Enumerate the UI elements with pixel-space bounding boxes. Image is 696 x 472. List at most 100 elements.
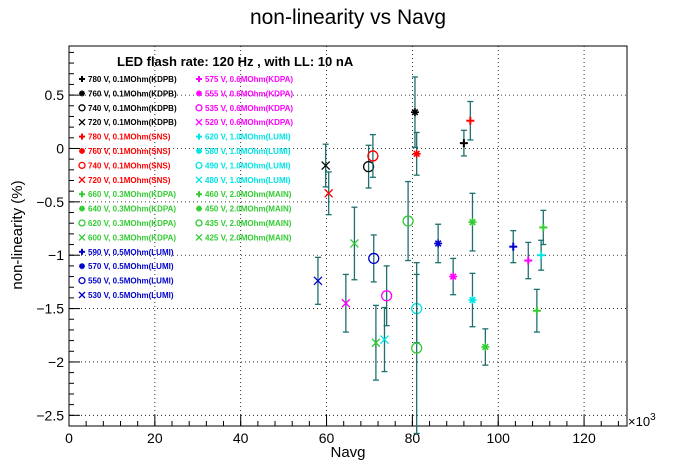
marker bbox=[78, 291, 86, 299]
y-tick-label: −1 bbox=[48, 247, 64, 263]
legend-label: 450 V, 2.0MOhm(MAIN) bbox=[205, 205, 292, 214]
legend-entry: 555 V, 0.6MOhm(KDPA) bbox=[196, 89, 293, 98]
marker bbox=[481, 343, 490, 352]
marker bbox=[509, 242, 518, 251]
legend-label: 490 V, 1.0MOhm(LUMI) bbox=[205, 161, 291, 170]
x-tick-label: 60 bbox=[319, 430, 335, 446]
marker bbox=[78, 161, 86, 170]
chart-title: non-linearity vs Navg bbox=[250, 6, 446, 29]
legend: 780 V, 0.1MOhm(KDPB) 575 V, 0.6MOhm(KDPA)… bbox=[78, 75, 293, 300]
x-tick-label: 100 bbox=[487, 430, 511, 446]
legend-label: 435 V, 2.0MOhm(MAIN) bbox=[205, 219, 292, 228]
x-axis-multiplier-base: ×10 bbox=[628, 414, 650, 429]
legend-label: 760 V, 0.1MOhm(SNS) bbox=[88, 147, 171, 156]
legend-label: 760 V, 0.1MOhm(KDPB) bbox=[88, 89, 177, 98]
legend-label: 425 V, 2.0MOhm(MAIN) bbox=[205, 233, 292, 242]
marker bbox=[79, 76, 85, 82]
data-point bbox=[539, 209, 548, 246]
y-tick-label: 0.5 bbox=[45, 87, 65, 103]
legend-entry: 760 V, 0.1MOhm(SNS) bbox=[79, 147, 171, 156]
x-tick-label: 120 bbox=[572, 430, 596, 446]
y-axis-label: non-linearity (%) bbox=[9, 180, 26, 289]
x-tick-label: 40 bbox=[233, 430, 249, 446]
marker bbox=[79, 205, 85, 212]
data-point bbox=[412, 131, 421, 176]
marker bbox=[371, 338, 381, 348]
legend-label: 640 V, 0.3MOhm(KDPA) bbox=[88, 205, 176, 214]
legend-entry: 640 V, 0.3MOhm(KDPA) bbox=[79, 205, 176, 214]
marker bbox=[411, 342, 423, 354]
annotation-text: LED flash rate: 120 Hz , with LL: 10 nA bbox=[117, 54, 354, 69]
legend-entry: 480 V, 1.0MOhm(LUMI) bbox=[195, 176, 291, 185]
data-point bbox=[481, 328, 490, 366]
marker bbox=[79, 263, 85, 270]
legend-entry: 760 V, 0.1MOhm(KDPB) bbox=[79, 89, 177, 98]
data-point bbox=[434, 223, 443, 264]
legend-entry: 620 V, 1.0MOhm(LUMI) bbox=[196, 133, 291, 142]
legend-label: 555 V, 0.6MOhm(KDPA) bbox=[205, 89, 293, 98]
legend-label: 460 V, 2.0MOhm(MAIN) bbox=[205, 190, 292, 199]
x-axis-multiplier: ×103 bbox=[628, 412, 656, 429]
legend-label: 660 V, 0.3MOhm(KDPA) bbox=[88, 190, 176, 199]
marker bbox=[459, 139, 468, 148]
data-points bbox=[313, 76, 548, 435]
marker bbox=[537, 251, 546, 260]
data-point bbox=[380, 306, 389, 373]
x-axis-label: Navg bbox=[330, 444, 365, 461]
data-point bbox=[368, 234, 380, 283]
marker bbox=[196, 205, 202, 212]
legend-entry: 435 V, 2.0MOhm(MAIN) bbox=[195, 219, 292, 228]
x-axis-multiplier-exponent: 3 bbox=[650, 412, 656, 423]
marker bbox=[195, 118, 203, 126]
marker bbox=[410, 108, 419, 117]
data-point bbox=[371, 304, 381, 381]
y-tick-label: −0.5 bbox=[36, 194, 64, 210]
marker bbox=[341, 298, 351, 308]
legend-entry: 460 V, 2.0MOhm(MAIN) bbox=[196, 190, 292, 199]
marker bbox=[196, 133, 202, 140]
marker bbox=[78, 118, 86, 126]
marker bbox=[196, 76, 202, 82]
marker bbox=[79, 133, 85, 140]
marker bbox=[195, 233, 203, 241]
y-tick-label: −2.5 bbox=[36, 407, 64, 423]
legend-entry: 660 V, 0.3MOhm(KDPA) bbox=[79, 190, 176, 199]
marker bbox=[79, 248, 85, 255]
legend-label: 535 V, 0.6MOhm(KDPA) bbox=[205, 104, 293, 113]
data-point bbox=[524, 241, 533, 280]
marker bbox=[367, 150, 379, 162]
legend-label: 530 V, 0.5MOhm(LUMI) bbox=[88, 291, 174, 300]
data-point bbox=[324, 171, 334, 216]
marker bbox=[368, 252, 380, 265]
data-point bbox=[380, 265, 393, 327]
data-point bbox=[410, 76, 419, 149]
marker bbox=[412, 149, 421, 158]
data-point bbox=[459, 129, 468, 157]
data-point bbox=[321, 143, 331, 188]
x-tick-label: 0 bbox=[65, 430, 73, 446]
data-point bbox=[537, 239, 546, 271]
marker bbox=[321, 161, 331, 171]
x-tick-label: 80 bbox=[405, 430, 421, 446]
legend-label: 780 V, 0.1MOhm(KDPB) bbox=[88, 75, 177, 84]
legend-entry: 720 V, 0.1MOhm(KDPB) bbox=[78, 118, 177, 127]
axes: 0 20 40 60 80 100 120 −2.5 −2 −1.5 −1 −0.5 0 0.5 bbox=[36, 51, 619, 446]
marker bbox=[539, 223, 548, 232]
legend-label: 620 V, 1.0MOhm(LUMI) bbox=[205, 133, 291, 142]
y-tick-label: 0 bbox=[56, 140, 64, 156]
legend-label: 720 V, 0.1MOhm(SNS) bbox=[88, 176, 171, 185]
marker bbox=[349, 239, 359, 248]
data-point bbox=[466, 100, 475, 141]
legend-label: 480 V, 1.0MOhm(LUMI) bbox=[205, 176, 291, 185]
legend-entry: 620 V, 0.3MOhm(KDPA) bbox=[78, 219, 176, 228]
legend-entry: 490 V, 1.0MOhm(LUMI) bbox=[195, 161, 291, 170]
data-point bbox=[468, 272, 477, 328]
legend-label: 740 V, 0.1MOhm(KDPB) bbox=[88, 104, 177, 113]
legend-entry: 740 V, 0.1MOhm(KDPB) bbox=[78, 104, 177, 113]
marker bbox=[195, 104, 203, 112]
marker bbox=[313, 276, 323, 286]
data-point bbox=[509, 230, 518, 264]
legend-entry: 450 V, 2.0MOhm(MAIN) bbox=[196, 205, 292, 214]
marker bbox=[434, 239, 443, 248]
